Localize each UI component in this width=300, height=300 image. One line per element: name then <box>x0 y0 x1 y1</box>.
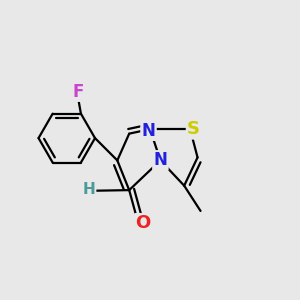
Text: N: N <box>142 122 155 140</box>
Text: F: F <box>72 82 84 100</box>
Text: O: O <box>136 214 151 232</box>
Text: S: S <box>187 120 200 138</box>
Text: N: N <box>154 152 167 169</box>
Text: H: H <box>82 182 95 197</box>
